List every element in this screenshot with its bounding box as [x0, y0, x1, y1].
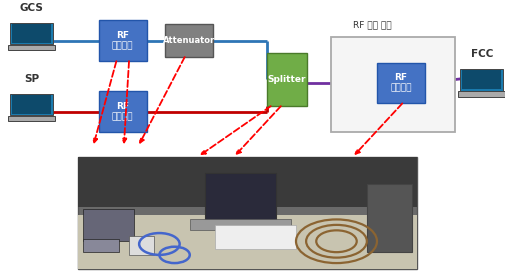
Bar: [78, 157, 417, 269]
FancyBboxPatch shape: [98, 20, 146, 61]
Text: Attenuator: Attenuator: [163, 36, 215, 45]
Text: Splitter: Splitter: [267, 75, 306, 84]
Text: RF 차폐 상자: RF 차폐 상자: [352, 21, 390, 30]
FancyBboxPatch shape: [12, 24, 51, 43]
Text: RF
송수신기: RF 송수신기: [112, 102, 133, 121]
Bar: [78, 157, 417, 207]
Bar: [205, 173, 275, 222]
Bar: [83, 239, 119, 252]
Bar: [215, 225, 295, 249]
Text: FCC: FCC: [470, 49, 492, 59]
Text: RF
송수신기: RF 송수신기: [389, 73, 411, 93]
FancyBboxPatch shape: [165, 24, 213, 57]
Bar: [129, 236, 154, 255]
Text: GCS: GCS: [20, 2, 43, 13]
FancyBboxPatch shape: [267, 53, 306, 106]
FancyBboxPatch shape: [10, 94, 53, 115]
Bar: [331, 37, 454, 132]
Bar: [189, 219, 290, 230]
FancyBboxPatch shape: [10, 23, 53, 44]
Bar: [83, 209, 134, 241]
FancyBboxPatch shape: [376, 62, 424, 104]
FancyBboxPatch shape: [8, 45, 55, 50]
FancyBboxPatch shape: [458, 91, 504, 97]
Text: SP: SP: [24, 73, 39, 84]
FancyBboxPatch shape: [98, 91, 146, 132]
FancyBboxPatch shape: [460, 69, 502, 90]
Bar: [366, 184, 412, 252]
Text: RF
송수신기: RF 송수신기: [112, 31, 133, 50]
FancyBboxPatch shape: [12, 95, 51, 114]
FancyBboxPatch shape: [8, 116, 55, 121]
Bar: [78, 215, 417, 269]
FancyBboxPatch shape: [462, 70, 500, 89]
